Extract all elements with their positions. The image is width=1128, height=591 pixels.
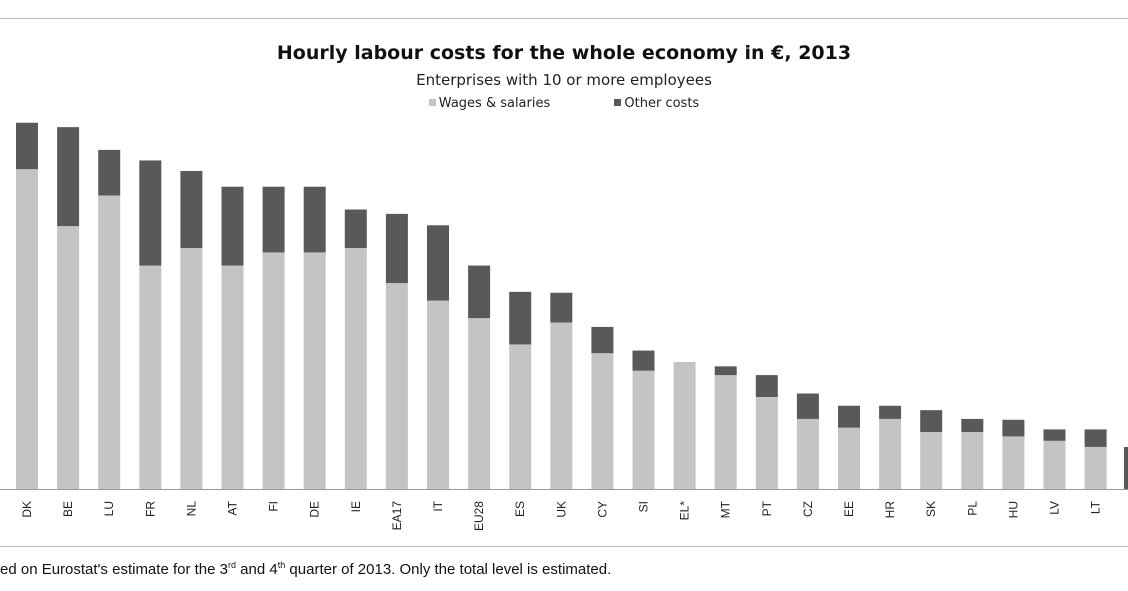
chart-subtitle: Enterprises with 10 or more employees (416, 71, 712, 89)
x-tick-label: SK (924, 501, 938, 517)
bar-wages-at (221, 265, 244, 489)
bar-other-uk (550, 292, 573, 323)
x-tick-label: LV (1048, 501, 1062, 515)
chart-legend: Wages & salaries Other costs (0, 96, 1128, 111)
legend-swatch-other (614, 99, 622, 106)
bar-wages-lu (98, 195, 121, 489)
bar-wages-it (427, 300, 449, 489)
x-tick-label: PT (760, 500, 774, 516)
bar-wages-mt (714, 375, 737, 489)
legend-item-other: Other costs (614, 96, 699, 111)
bar-other-ea17 (385, 213, 408, 284)
bar-other-cy (591, 326, 614, 354)
bar-wages-dk (16, 169, 38, 489)
chart-title: Hourly labour costs for the whole econom… (276, 42, 852, 64)
bar-wages-fr (139, 265, 162, 489)
x-tick-label: LT (1089, 500, 1103, 514)
x-tick-label: IT (431, 500, 445, 511)
bar-wages-eu28 (468, 318, 491, 489)
legend-swatch-wages (428, 99, 436, 106)
bar-other-pt (755, 375, 778, 397)
bar-wages-pl (961, 432, 984, 489)
bar-other-fr (139, 160, 162, 266)
x-tick-label: HR (883, 501, 897, 519)
bar-wages-de (303, 252, 326, 489)
x-tick-label: CZ (801, 501, 815, 517)
bar-wages-hu (1002, 436, 1025, 489)
footnote-text-3: quarter of 2013. Only the total level is… (285, 561, 612, 578)
top-border (0, 18, 1128, 19)
legend-label-wages: Wages & salaries (438, 96, 551, 111)
bar-other-hu (1002, 419, 1025, 437)
bar-other-be (57, 127, 80, 227)
bar-other-de (303, 186, 326, 253)
bar-wages-lv (1043, 440, 1066, 489)
bottom-border (0, 546, 1128, 547)
bar-other-it (427, 225, 449, 301)
bar-other-fi (262, 186, 285, 253)
bar-wages-es (509, 344, 532, 489)
x-tick-label: AT (226, 500, 240, 515)
bar-other-pl (961, 418, 984, 433)
x-tick-label: PL (965, 501, 979, 516)
x-tick-label: IE (349, 501, 363, 512)
bar-other-ee (838, 405, 860, 428)
bar-wages-ie (344, 248, 367, 489)
bar-other-es (509, 291, 532, 345)
bar-other-si (632, 350, 655, 371)
footnote-text-2: and 4 (236, 561, 278, 578)
bar-other-sk (920, 410, 943, 433)
legend-label-other: Other costs (624, 96, 700, 111)
x-tick-label: CY (595, 501, 609, 518)
x-tick-label: BE (61, 501, 75, 517)
bar-other-at (221, 186, 244, 266)
bar-other-cz (796, 393, 819, 419)
bar-wages-ea17 (385, 283, 408, 489)
x-tick-label: EU28 (472, 501, 486, 531)
x-tick-label: NL (184, 501, 198, 517)
bar-wages-uk (550, 322, 573, 489)
x-tick-label: EL* (678, 501, 692, 521)
x-tick-label: FR (143, 501, 157, 517)
footnote-text-1: ed on Eurostat's estimate for the 3 (0, 561, 228, 578)
bar-other-lv (1043, 429, 1066, 441)
bar-other-lt (1084, 429, 1107, 447)
bar-other-dk (16, 122, 38, 170)
bar-other-ie (344, 209, 367, 249)
x-tick-label: UK (554, 501, 568, 518)
bar-wages-nl (180, 248, 203, 489)
bar-other-mt (714, 366, 737, 376)
bar-other-nl (180, 170, 203, 249)
x-tick-label: LU (102, 501, 116, 516)
bar-wages-cy (591, 353, 614, 489)
bar-wages-sk (920, 432, 943, 489)
x-tick-label: SI (637, 501, 651, 512)
x-tick-label: DE (308, 501, 322, 518)
bar-wages-be (57, 226, 80, 489)
bar-cropped-edge (1124, 447, 1128, 489)
bar-other-lu (98, 149, 121, 196)
x-tick-label: MT (719, 500, 733, 518)
bar-wages-el (673, 361, 696, 489)
x-tick-label: HU (1006, 501, 1020, 518)
x-tick-label: EE (842, 501, 856, 517)
x-tick-label: DK (20, 501, 34, 518)
bar-wages-ee (838, 427, 860, 489)
bar-wages-si (632, 370, 655, 489)
bar-wages-hr (879, 418, 902, 489)
bar-wages-pt (755, 397, 778, 489)
x-tick-label: ES (513, 501, 527, 517)
bar-wages-fi (262, 252, 285, 489)
bar-wages-cz (796, 418, 819, 489)
bar-other-hr (879, 405, 902, 419)
footnote: ed on Eurostat's estimate for the 3rd an… (0, 560, 611, 578)
bar-wages-lt (1084, 446, 1107, 489)
footnote-sup-2: th (277, 560, 286, 570)
legend-item-wages: Wages & salaries (428, 96, 551, 111)
x-tick-label: FI (267, 501, 281, 512)
footnote-sup-1: rd (228, 560, 237, 570)
x-tick-label: EA17 (390, 501, 404, 531)
bar-other-eu28 (468, 265, 491, 319)
